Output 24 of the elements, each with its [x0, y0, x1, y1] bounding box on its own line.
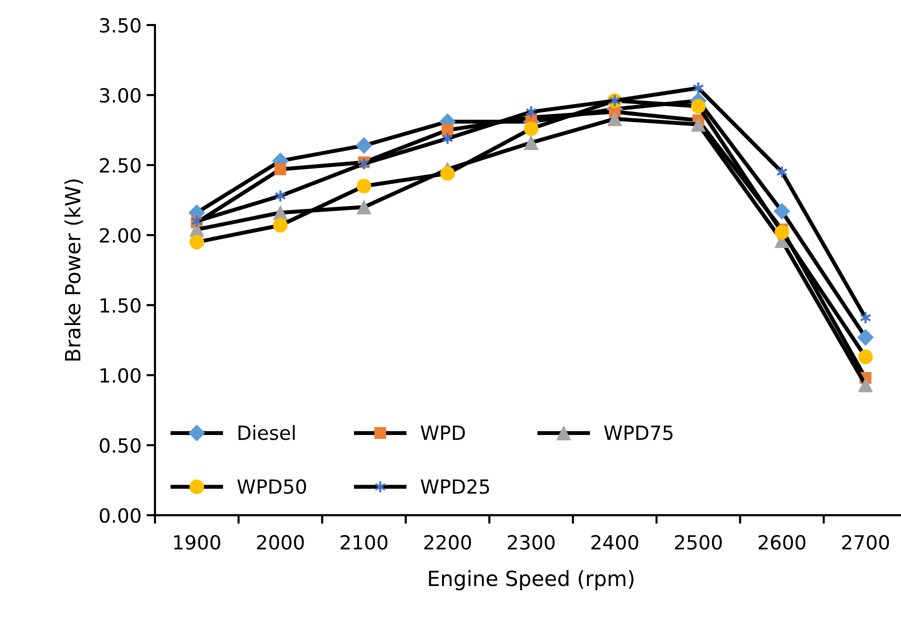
y-tick-label: 1.50 [100, 298, 140, 313]
x-tick-label: 2700 [842, 534, 889, 550]
legend-label: Diesel [238, 425, 295, 440]
legend-label: WPD75 [604, 426, 672, 440]
x-tick-label: 1900 [174, 534, 220, 550]
x-tick-label: 2100 [340, 534, 388, 550]
x-axis-title: Engine Speed (rpm) [429, 570, 634, 590]
legend-label: WPD25 [420, 479, 490, 494]
y-tick-label: 0.50 [100, 438, 140, 453]
y-tick-label: 1.00 [100, 368, 140, 383]
legend-label: WPD [420, 426, 465, 440]
y-tick-label: 0.00 [100, 508, 140, 523]
x-tick-label: 2000 [257, 534, 304, 550]
x-tick-label: 2300 [508, 534, 555, 550]
x-tick-label: 2400 [591, 534, 638, 550]
x-tick-label: 2600 [758, 534, 806, 550]
y-tick-label: 2.00 [100, 228, 140, 243]
legend-label: WPD50 [237, 479, 306, 494]
y-tick-label: 3.00 [100, 88, 140, 103]
x-tick-label: 2500 [675, 534, 722, 550]
y-tick-label: 3.50 [100, 18, 140, 33]
x-tick-label: 2200 [424, 534, 471, 550]
y-axis-title: Brake Power (kW) [64, 179, 84, 361]
y-tick-label: 2.50 [100, 158, 140, 173]
